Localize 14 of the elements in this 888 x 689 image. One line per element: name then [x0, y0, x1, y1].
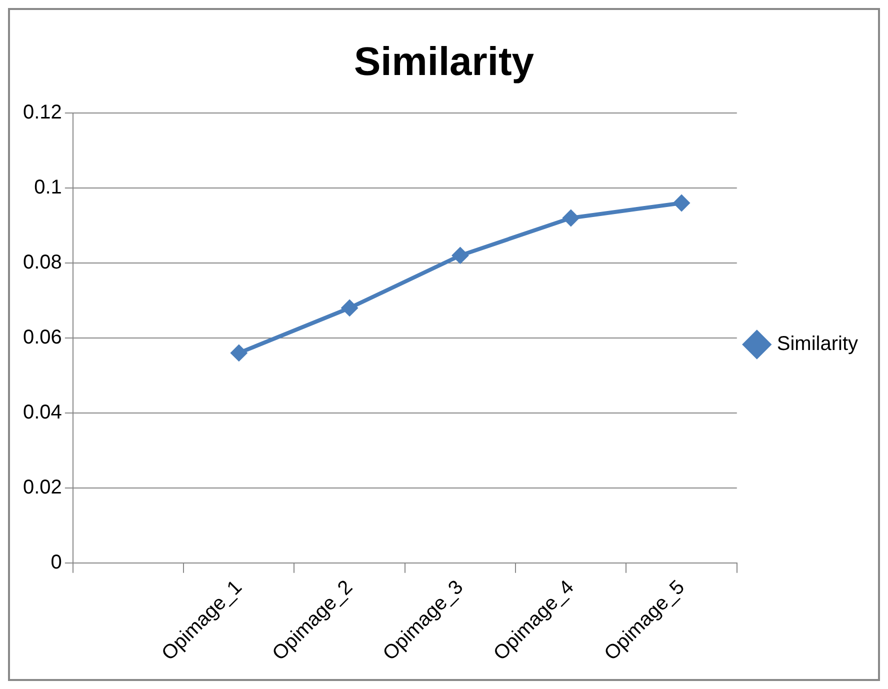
- y-tick-label: 0.04: [22, 401, 62, 424]
- y-tick-label: 0.1: [34, 176, 62, 198]
- y-tick-label: 0.12: [22, 102, 62, 124]
- legend-label: Similarity: [776, 333, 858, 356]
- point: [230, 344, 248, 362]
- point: [673, 194, 690, 212]
- y-tick-label: 0.08: [22, 251, 62, 274]
- point: [341, 299, 358, 316]
- y-tick-label: 0.02: [22, 476, 62, 498]
- point: [452, 246, 469, 264]
- y-tick-label: 0: [50, 551, 62, 574]
- chart-title: Similarity: [354, 40, 535, 84]
- point: [562, 209, 580, 226]
- y-tick-label: 0.06: [22, 326, 62, 348]
